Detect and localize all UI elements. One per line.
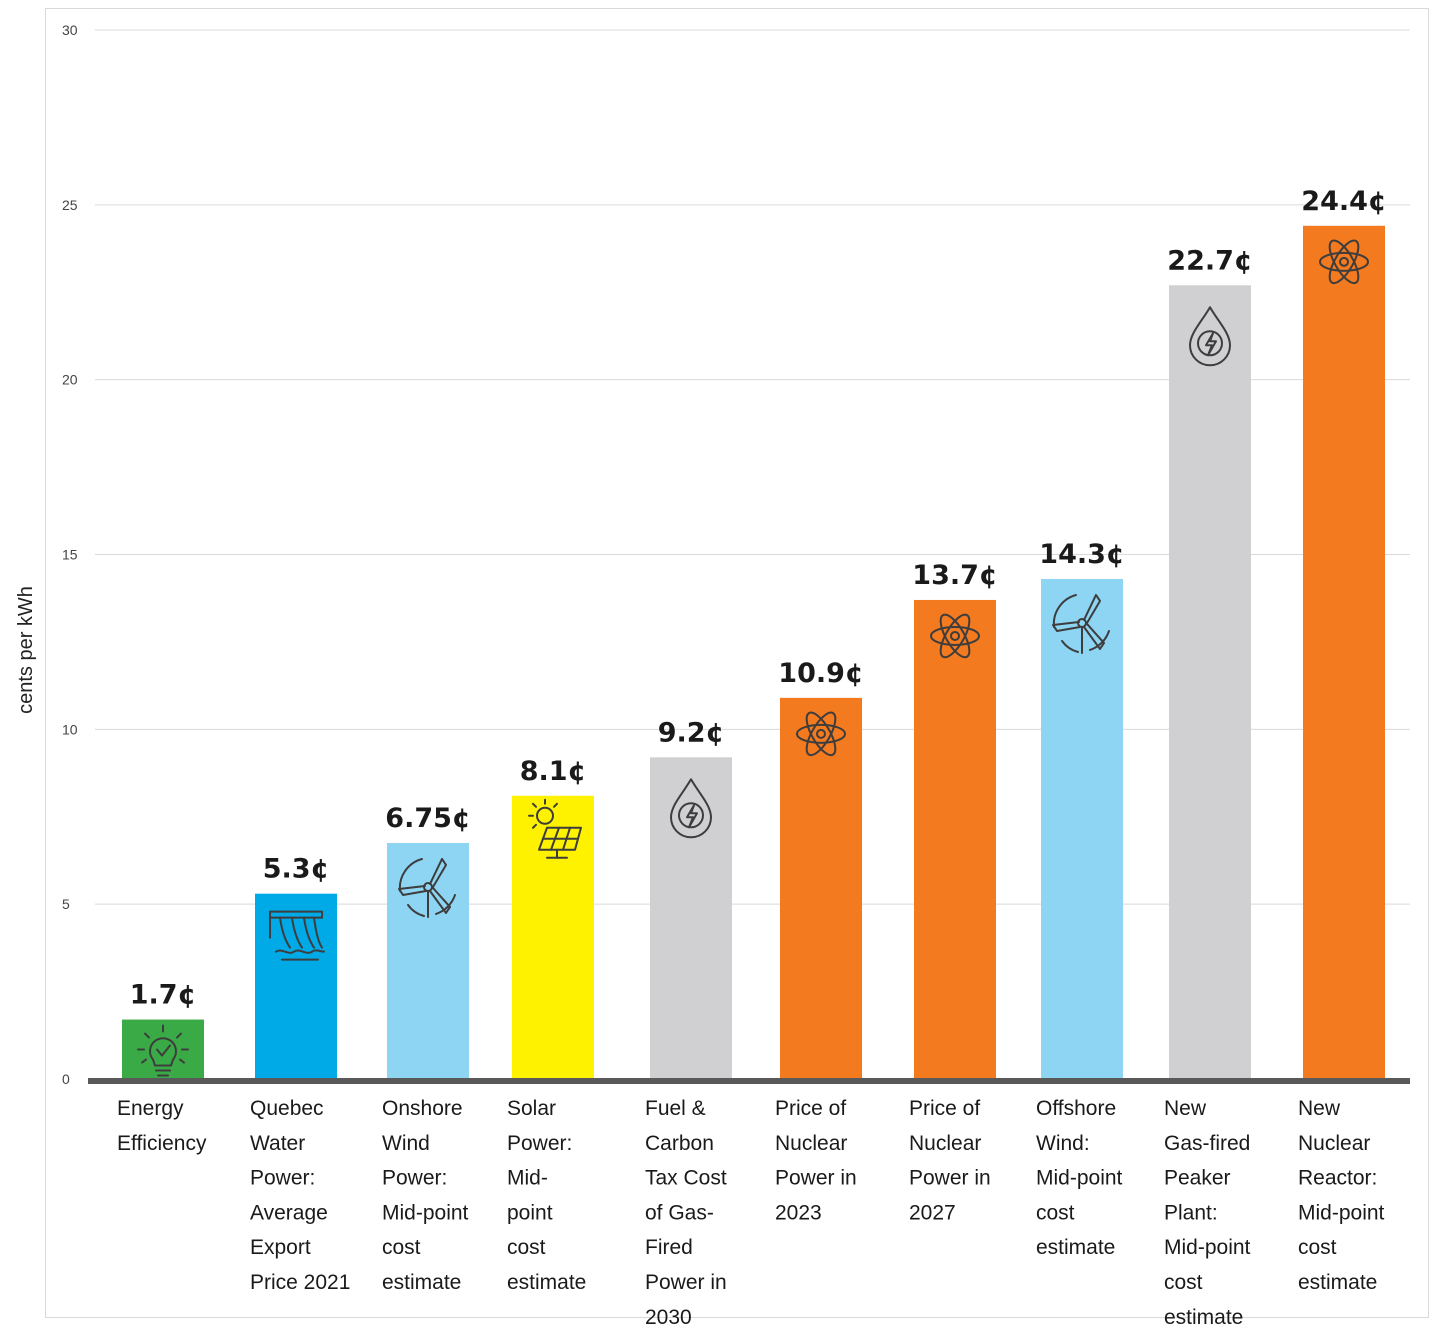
value-label: 9.2¢ (658, 717, 725, 748)
value-label: 8.1¢ (520, 756, 587, 787)
bars: 1.7¢ 5.3¢ 6.75¢ 8.1¢ 9.2¢ 10.9¢ 13.7¢ 14.3¢ 22.7… (122, 186, 1387, 1081)
category-label: Energy Efficiency (117, 1097, 207, 1155)
bar (1041, 578, 1123, 1081)
bar (1169, 285, 1251, 1081)
category-label: Solar Power: Mid-point cost estimate (507, 1097, 586, 1294)
y-axis-ticks: 0 5 10 15 20 25 30 (62, 22, 78, 1087)
category-label: New Gas-fired Peaker Plant: Mid-point cost est… (1164, 1097, 1251, 1325)
category-label: Price of Nuclear Power in 2023 (775, 1097, 857, 1224)
value-label: 14.3¢ (1039, 539, 1124, 570)
x-axis-categories: Energy Efficiency Quebec Water Power: Average… (117, 1097, 1385, 1325)
bar (780, 697, 862, 1081)
y-axis-title: cents per kWh (15, 586, 37, 714)
value-label: 22.7¢ (1167, 245, 1252, 276)
category-label: Offshore Wind: Mid-point cost estimate (1036, 1097, 1123, 1259)
y-tick-label: 10 (62, 721, 78, 737)
chart-frame (45, 8, 1429, 1318)
category-label: New Nuclear Reactor: Mid-point cost estimate (1298, 1097, 1385, 1294)
value-label: 6.75¢ (385, 803, 470, 834)
bar (1303, 225, 1385, 1081)
solar-panel-icon (528, 798, 582, 859)
bar (387, 842, 469, 1081)
lightbulb-icon (137, 1024, 189, 1077)
y-tick-label: 30 (62, 22, 78, 38)
atom-icon (930, 613, 980, 659)
gas-flame-icon (1189, 306, 1231, 367)
value-label: 5.3¢ (263, 854, 330, 885)
category-label: Onshore Wind Power: Mid-point cost estimate (382, 1097, 469, 1294)
y-tick-label: 25 (62, 197, 78, 213)
atom-icon (796, 711, 846, 757)
category-label: Fuel & Carbon Tax Cost of Gas-Fired Power in… (645, 1097, 727, 1325)
hydro-dam-icon (269, 910, 325, 961)
gas-flame-icon (670, 778, 712, 839)
y-tick-label: 0 (62, 1071, 70, 1087)
wind-turbine-icon (398, 857, 456, 918)
bar (255, 893, 337, 1081)
wind-turbine-icon (1052, 593, 1110, 654)
value-label: 13.7¢ (912, 560, 997, 591)
y-tick-label: 20 (62, 372, 78, 388)
y-tick-label: 5 (62, 896, 70, 912)
bar (914, 599, 996, 1081)
bar (650, 757, 732, 1081)
value-label: 1.7¢ (130, 980, 197, 1011)
category-label: Price of Nuclear Power in 2027 (909, 1097, 991, 1224)
category-label: Quebec Water Power: Average Export Price 2021 (250, 1097, 350, 1294)
atom-icon (1319, 239, 1369, 285)
value-label: 10.9¢ (778, 658, 863, 689)
value-label: 24.4¢ (1301, 186, 1386, 217)
y-tick-label: 15 (62, 547, 78, 563)
